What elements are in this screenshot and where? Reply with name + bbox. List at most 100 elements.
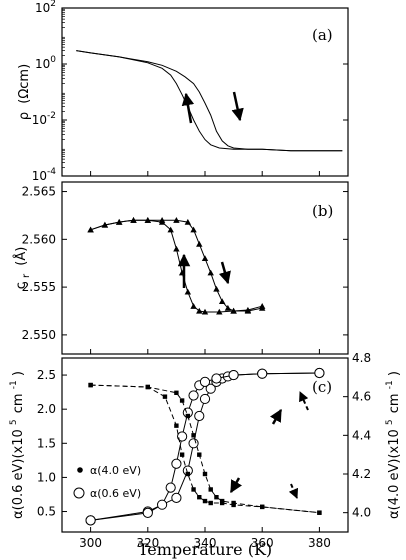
alpha-4ev-point — [191, 487, 196, 492]
c-r-point — [184, 218, 192, 225]
panel-c-ytick-right-label: 4.2 — [352, 467, 371, 481]
alpha-06ev-point — [171, 492, 182, 503]
c-r-point — [130, 217, 137, 223]
panel-c-ytick-right-label: 4.6 — [352, 390, 371, 404]
ylabel-left-main: α(0.6 eV)(x10 — [11, 429, 26, 519]
panel-b-ytick-label: 2.560 — [22, 232, 56, 246]
alpha-4ev-point — [179, 398, 185, 403]
c-r-point — [144, 217, 151, 223]
legend-marker-filled — [77, 467, 83, 473]
panel-c-ylabel-left: α(0.6 eV)(x10 5 cm -1 ) — [5, 371, 26, 519]
panel-a-ylabel-unit: (Ωcm) — [17, 64, 32, 104]
alpha-06ev-point — [177, 431, 188, 442]
c-r-point — [213, 285, 220, 292]
c-r-point — [87, 226, 94, 233]
c-r-point — [184, 288, 192, 295]
dashed-arrows — [229, 391, 309, 499]
alpha-06ev-point — [142, 507, 153, 518]
panel-a: (a) ρ (Ωcm) 10-4 10-2 100 102 — [17, 0, 349, 183]
panel-c-xtick-label: 320 — [136, 536, 159, 550]
alpha-4ev-point — [317, 510, 322, 515]
heating-arrow — [231, 91, 244, 122]
panel-c-ticks: 0.5 1.0 1.5 2.0 2.5 4.0 4.2 4.4 4.6 4.8 300 320 340 3… — [37, 171, 371, 550]
panel-b-label: (b) — [312, 202, 333, 220]
alpha-06ev-point — [188, 438, 199, 449]
alpha-4ev-point — [260, 504, 265, 510]
ylabel-right-unit: cm — [387, 393, 402, 413]
ylabel-left-exp: 5 — [9, 419, 19, 425]
alpha-4ev-point — [88, 382, 93, 388]
svg-text:α(4.0 eV)(x10 5: α(4.0 eV)(x10 5 cm -1 ) — [381, 371, 402, 519]
alpha-4ev-point — [208, 487, 213, 492]
alpha-06ev-point — [211, 373, 222, 384]
c-r-point — [173, 245, 180, 252]
alpha-06ev-point — [314, 367, 325, 379]
rho-curve-cooling — [76, 50, 343, 152]
alpha-4ev-point — [174, 423, 179, 428]
panel-c-label: (c) — [312, 378, 332, 396]
legend: α(4.0 eV) α(0.6 eV) — [73, 464, 141, 500]
panel-c-ylabel-right: α(4.0 eV)(x10 5 cm -1 ) — [381, 371, 402, 519]
panel-a-ytick-label: 100 — [35, 55, 56, 71]
panel-a-label: (a) — [312, 26, 333, 44]
panel-b-frame — [61, 181, 349, 355]
svg-text:α(0.6 eV)(x10 5: α(0.6 eV)(x10 5 cm -1 ) — [5, 371, 26, 519]
c-r-point — [190, 303, 197, 309]
heating-arrow — [218, 261, 231, 285]
svg-text:ρ (Ωcm): ρ (Ωcm) — [17, 64, 32, 120]
alpha-06ev-point — [194, 410, 205, 422]
panel-c-xtick-label: 360 — [251, 536, 274, 550]
panel-b-ylabel-symbol: c — [14, 282, 29, 289]
alpha-4ev-point — [202, 471, 208, 477]
c-r-point — [259, 303, 266, 309]
alpha-06ev-point — [188, 390, 199, 401]
arrow-down-left — [229, 477, 243, 494]
panel-c-xtick-label: 300 — [79, 536, 102, 550]
alpha-4ev-point — [174, 390, 179, 395]
cooling-arrow — [181, 92, 195, 124]
panel-a-yticks: 10-4 10-2 100 102 — [32, 0, 348, 183]
panel-c-xtick-label: 340 — [194, 536, 217, 550]
panel-b-ytick-label: 2.550 — [22, 328, 56, 342]
panel-c-ytick-right-label: 4.0 — [352, 506, 371, 520]
ylabel-right-main: α(4.0 eV)(x10 — [387, 429, 402, 519]
panel-c-ytick-left-label: 0.5 — [37, 505, 56, 519]
c-r-point — [201, 308, 209, 315]
alpha-4ev-point — [191, 433, 196, 438]
panel-b-ytick-label: 2.565 — [22, 185, 56, 199]
panel-c-ytick-right-label: 4.4 — [352, 428, 371, 442]
alpha-4ev-point — [185, 413, 191, 419]
alpha-4ev-point — [208, 500, 213, 506]
svg-text:c r (Å): c r (Å) — [13, 247, 33, 290]
panel-a-ytick-label: 102 — [35, 0, 56, 15]
panel-c-ytick-left-label: 1.0 — [37, 470, 56, 484]
c-r-point — [173, 217, 180, 223]
c-r-curve-heating — [90, 219, 263, 312]
arrow-up-left-dashed — [299, 391, 309, 411]
panel-b-ylabel-unit: (Å) — [13, 247, 29, 266]
legend-label-06ev: α(0.6 eV) — [90, 487, 141, 500]
alpha-4ev-point — [185, 471, 191, 477]
ylabel-left-unit: cm — [11, 393, 26, 413]
alpha-06ev-point — [199, 393, 211, 405]
ylabel-left-unit-exp: -1 — [9, 380, 19, 389]
alpha-4ev-point — [214, 495, 219, 500]
panel-b-ytick-label: 2.555 — [22, 280, 56, 294]
panel-c: (c) α(0.6 eV)(x10 5 cm -1 ) α(4.0 eV)(x1… — [5, 171, 402, 559]
panel-a-ytick-label: 10-4 — [32, 167, 57, 183]
c-r-point — [201, 255, 209, 262]
alpha-4ev-point — [179, 452, 185, 457]
c-r-point — [116, 218, 123, 225]
panel-a-ylabel: ρ (Ωcm) — [17, 64, 32, 120]
c-r-point — [158, 218, 166, 225]
alpha-4ev-point — [202, 498, 208, 504]
c-r-point — [230, 307, 237, 314]
legend-label-4ev: α(4.0 eV) — [90, 464, 141, 477]
alpha-06ev-point — [205, 383, 216, 394]
legend-marker-open — [73, 487, 85, 499]
c-r-point — [101, 221, 109, 228]
alpha-06ev-point — [199, 376, 211, 387]
rho-curve-heating — [76, 50, 343, 152]
c-r-point — [196, 307, 203, 314]
